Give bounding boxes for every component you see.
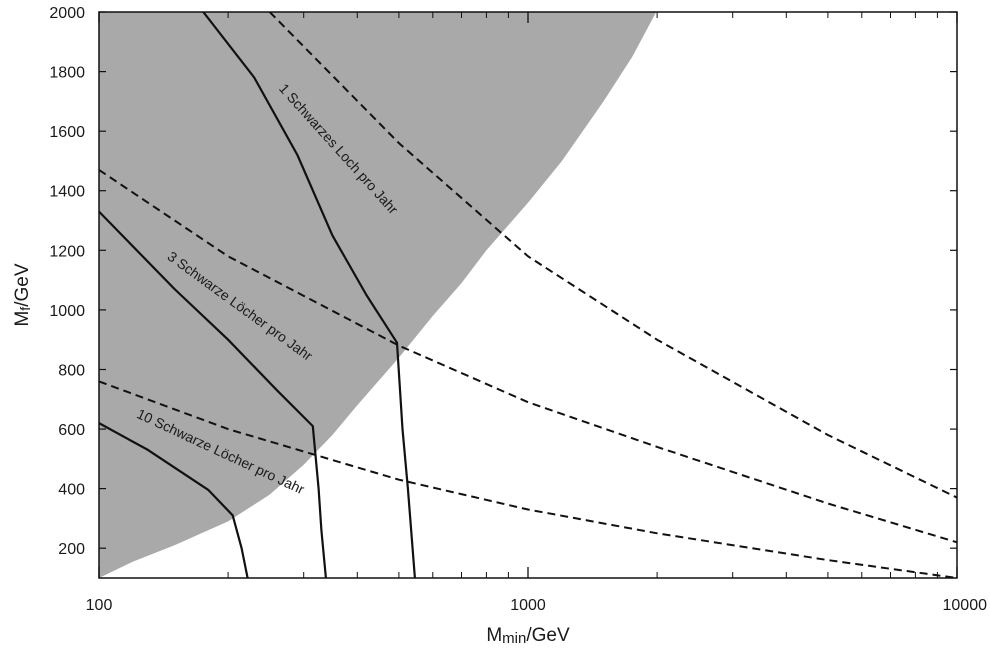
solid-curve-2 bbox=[99, 210, 327, 578]
x-axis-title-main: M bbox=[486, 625, 502, 646]
x-axis: 100 1000 10000 bbox=[86, 12, 987, 614]
y-tick-label: 2000 bbox=[49, 5, 85, 22]
y-axis: 200 400 600 800 1000 1200 1400 1600 1800 2000 bbox=[49, 5, 957, 558]
x-axis-title-sub: min bbox=[502, 630, 526, 647]
y-tick-label: 1400 bbox=[49, 184, 85, 201]
x-tick-label: 100 bbox=[86, 597, 113, 614]
x-axis-title-rest: /GeV bbox=[526, 625, 570, 646]
y-tick-label: 400 bbox=[58, 482, 85, 499]
y-tick-label: 1600 bbox=[49, 124, 85, 141]
dashed-curve-4 bbox=[99, 380, 957, 578]
x-tick-label: 1000 bbox=[510, 597, 546, 614]
y-tick-label: 600 bbox=[58, 422, 85, 439]
x-axis-title: Mmin/GeV bbox=[486, 625, 570, 647]
y-axis-title-rest: /GeV bbox=[12, 263, 33, 307]
y-tick-label: 800 bbox=[58, 363, 85, 380]
series-layer bbox=[99, 12, 957, 578]
y-tick-label: 1000 bbox=[49, 303, 85, 320]
y-axis-title-sub: f bbox=[17, 307, 33, 311]
y-tick-label: 1800 bbox=[49, 65, 85, 82]
y-tick-label: 200 bbox=[58, 541, 85, 558]
solid-curve-3 bbox=[202, 12, 416, 578]
y-axis-title: Mf/GeV bbox=[12, 263, 33, 326]
y-tick-label: 1200 bbox=[49, 243, 85, 260]
dashed-curve-6 bbox=[268, 12, 957, 499]
solid-curve-1 bbox=[99, 422, 249, 578]
excluded-region bbox=[99, 12, 657, 578]
y-axis-title-main: M bbox=[12, 311, 33, 327]
x-tick-label: 10000 bbox=[943, 597, 988, 614]
